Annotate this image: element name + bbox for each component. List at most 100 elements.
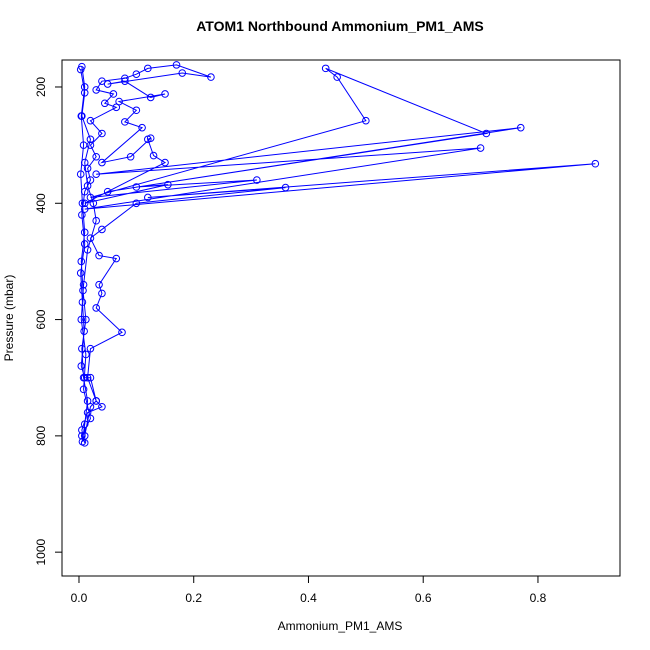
data-point (76, 65, 85, 74)
data-point (80, 439, 89, 447)
data-point (92, 304, 100, 312)
data-point (98, 225, 106, 234)
data-point (80, 228, 89, 237)
data-point (98, 289, 106, 298)
data-point (178, 69, 187, 77)
data-line (80, 64, 596, 444)
data-point (98, 402, 106, 411)
data-point (77, 315, 86, 324)
data-point (95, 280, 103, 289)
x-tick-label: 0.8 (530, 591, 547, 605)
data-point (112, 254, 121, 263)
data-point (121, 118, 129, 126)
data-point (138, 123, 146, 132)
data-point (112, 103, 121, 112)
data-point (253, 176, 261, 184)
y-tick-label: 600 (34, 309, 48, 329)
data-point (80, 373, 89, 382)
data-point (86, 141, 95, 149)
data-point (115, 97, 123, 106)
data-point (86, 193, 95, 202)
data-point (207, 73, 215, 81)
data-point (161, 90, 169, 98)
data-point (132, 199, 141, 208)
data-point (76, 269, 85, 277)
data-point (321, 64, 330, 73)
data-point (121, 77, 129, 85)
data-point (103, 187, 112, 196)
data-point (118, 328, 126, 337)
data-point (86, 402, 95, 411)
data-point (146, 93, 155, 102)
data-point (98, 129, 106, 138)
data-point (78, 298, 87, 306)
data-point (98, 158, 106, 167)
data-point (92, 397, 100, 405)
data-point (76, 170, 85, 179)
data-point (126, 152, 135, 161)
data-point (83, 397, 92, 405)
y-tick-label: 1000 (34, 538, 48, 565)
data-point (146, 134, 155, 142)
data-point (80, 205, 89, 213)
data-point (80, 420, 89, 429)
data-point (82, 350, 90, 359)
data-point (86, 135, 95, 144)
data-point (86, 373, 95, 382)
data-point (86, 116, 95, 125)
data-point (80, 187, 89, 196)
data-point (333, 73, 341, 81)
x-tick-label: 0.2 (185, 591, 202, 605)
data-point (172, 61, 181, 69)
y-tick-label: 200 (34, 77, 48, 97)
data-point (83, 408, 92, 417)
data-point (476, 144, 485, 152)
data-point (80, 327, 88, 335)
data-point (83, 182, 92, 190)
data-point (516, 123, 525, 132)
data-point (144, 193, 152, 202)
data-point (78, 344, 86, 353)
data-point (83, 245, 92, 254)
data-point (78, 211, 86, 219)
data-point (149, 151, 158, 160)
data-point (86, 414, 95, 423)
data-point (78, 432, 86, 440)
y-axis-label: Pressure (mbar) (2, 275, 16, 362)
data-point (92, 152, 100, 161)
data-point (121, 74, 129, 83)
data-point (80, 88, 89, 97)
x-axis-label: Ammonium_PM1_AMS (278, 619, 403, 633)
data-point (132, 106, 141, 115)
data-point (79, 280, 88, 289)
data-point (132, 183, 141, 191)
x-tick-label: 0.6 (415, 591, 432, 605)
data-point (86, 176, 95, 184)
data-point (77, 257, 86, 266)
plot-area (76, 61, 600, 447)
data-point (109, 90, 118, 98)
data-point (92, 216, 100, 225)
data-point (80, 199, 89, 208)
data-point (92, 86, 100, 94)
data-point (86, 234, 95, 242)
data-point (92, 170, 100, 179)
x-tick-label: 0.0 (71, 591, 88, 605)
data-point (82, 315, 90, 324)
chart-title: ATOM1 Northbound Ammonium_PM1_AMS (196, 18, 484, 34)
y-tick-label: 800 (34, 426, 48, 446)
data-point (80, 83, 89, 91)
data-point (78, 112, 86, 120)
data-point (281, 183, 290, 192)
data-point (132, 70, 141, 78)
data-point (83, 164, 92, 173)
data-point (80, 158, 89, 167)
data-point (86, 344, 95, 353)
data-point (362, 116, 370, 125)
data-point (83, 373, 92, 382)
data-point (95, 251, 103, 260)
data-point (80, 240, 89, 248)
data-point (591, 159, 600, 168)
